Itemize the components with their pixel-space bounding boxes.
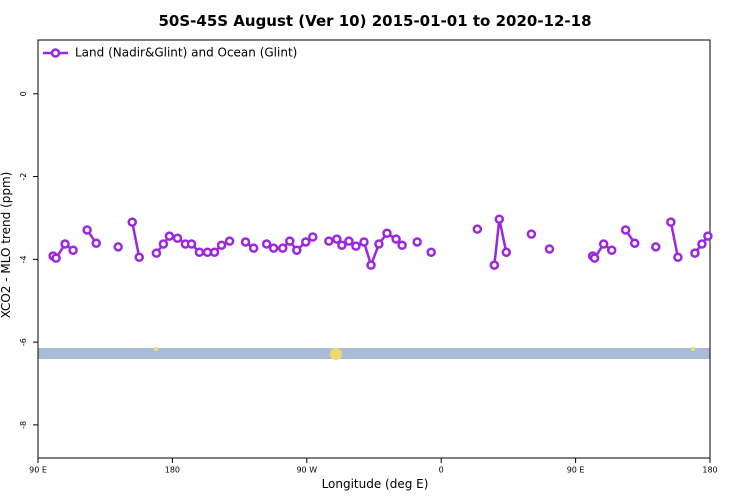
point	[426, 247, 436, 258]
point	[703, 231, 713, 241]
point	[224, 236, 235, 246]
point	[690, 248, 700, 258]
x-tick-label: 180	[165, 466, 180, 475]
point	[68, 245, 78, 255]
point	[629, 238, 640, 248]
point	[268, 243, 279, 253]
chart-title: 50S-45S August (Ver 10) 2015-01-01 to 20…	[158, 12, 591, 30]
x-tick-label: 0	[439, 466, 444, 475]
point	[172, 233, 183, 243]
point	[216, 240, 227, 251]
coverage-dot	[691, 347, 695, 351]
point	[666, 217, 676, 227]
x-axis-label: Longitude (deg E)	[322, 477, 429, 491]
point	[697, 239, 707, 249]
point	[651, 242, 661, 252]
point	[382, 228, 392, 239]
point	[308, 232, 318, 242]
point	[359, 237, 369, 247]
point	[91, 238, 101, 248]
coverage-dot	[330, 348, 342, 360]
point	[494, 214, 505, 224]
point	[673, 252, 683, 263]
point	[366, 260, 376, 270]
point	[261, 239, 272, 249]
point	[158, 239, 169, 249]
point	[194, 247, 205, 258]
point	[589, 253, 600, 263]
point	[248, 243, 259, 253]
y-tick-label: -4	[19, 255, 28, 263]
x-tick-label: 90 W	[296, 466, 317, 475]
point	[526, 229, 537, 239]
point	[374, 239, 384, 249]
point	[82, 225, 92, 235]
y-axis-label: XCO2 - MLO trend (ppm)	[0, 172, 13, 319]
y-tick-label: -6	[19, 338, 28, 346]
point	[209, 247, 220, 258]
x-tick-label: 90 E	[29, 466, 47, 475]
point	[391, 234, 401, 244]
point	[472, 224, 483, 234]
point	[151, 248, 162, 258]
point	[598, 239, 609, 249]
point	[292, 245, 302, 255]
point	[489, 260, 500, 270]
point	[127, 217, 137, 227]
point	[60, 239, 70, 249]
point	[337, 240, 347, 251]
point	[544, 244, 555, 254]
point	[51, 253, 61, 263]
point	[186, 239, 197, 249]
point	[344, 236, 354, 246]
coverage-dot	[154, 347, 158, 351]
y-tick-label: 0	[19, 91, 28, 96]
point	[134, 252, 144, 263]
point	[278, 243, 288, 253]
plot-frame	[37, 39, 711, 459]
legend-marker	[50, 48, 61, 58]
point	[164, 231, 175, 241]
point	[412, 237, 422, 247]
y-tick-label: -2	[19, 173, 28, 181]
point	[301, 237, 311, 247]
point	[332, 234, 342, 244]
point	[501, 247, 512, 258]
point	[606, 245, 617, 255]
y-tick-label: -8	[19, 421, 28, 429]
point	[620, 225, 631, 235]
point	[351, 241, 361, 251]
point	[285, 236, 295, 246]
point	[397, 240, 407, 251]
coverage-band	[38, 348, 710, 359]
point	[240, 237, 251, 247]
x-tick-label: 90 E	[567, 466, 585, 475]
x-tick-label: 180	[702, 466, 717, 475]
legend-label: Land (Nadir&Glint) and Ocean (Glint)	[75, 46, 297, 60]
point	[113, 242, 123, 252]
point	[324, 236, 334, 246]
